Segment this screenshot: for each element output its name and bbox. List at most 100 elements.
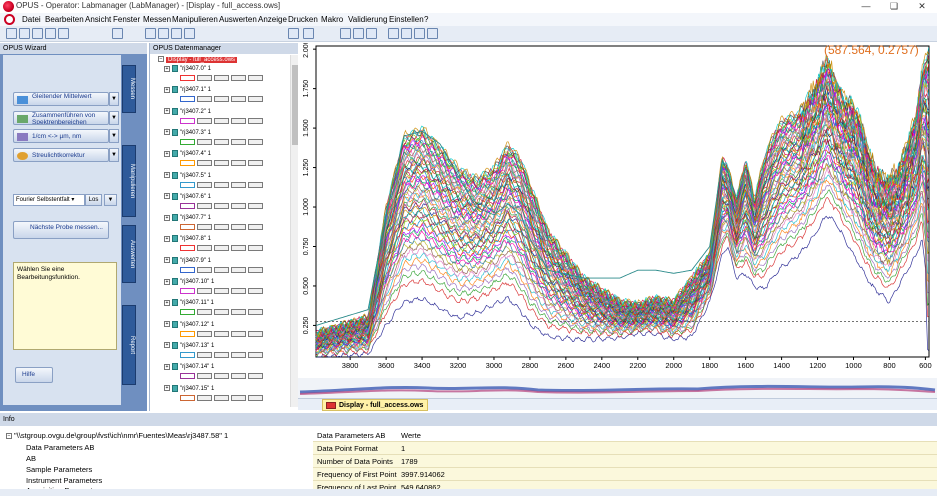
- data-block-icon[interactable]: [231, 351, 246, 358]
- menu-manipulieren[interactable]: Manipulieren: [172, 15, 218, 24]
- close-button[interactable]: ✕: [918, 1, 926, 11]
- tab-manipulieren[interactable]: Manipulieren: [122, 145, 136, 217]
- expand-icon[interactable]: +: [164, 86, 170, 93]
- tree-root[interactable]: − Display - full_access.ows: [158, 56, 238, 63]
- data-block-icon[interactable]: [214, 224, 229, 231]
- data-block-icon[interactable]: [197, 117, 212, 124]
- open-icon[interactable]: [19, 28, 30, 39]
- data-block-icon[interactable]: [248, 330, 263, 337]
- expand-icon[interactable]: +: [164, 150, 170, 157]
- info-tree-data-parameters-ab[interactable]: Data Parameters AB: [26, 443, 95, 452]
- data-block-icon[interactable]: [214, 245, 229, 252]
- tree-item[interactable]: + "rj3407.7" 1: [164, 214, 211, 221]
- data-block-icon[interactable]: [231, 224, 246, 231]
- expand-icon[interactable]: +: [164, 193, 170, 200]
- data-block-icon[interactable]: [214, 394, 229, 401]
- data-block-icon[interactable]: [248, 202, 263, 209]
- overlay-icon[interactable]: [414, 28, 425, 39]
- measure-icon[interactable]: [112, 28, 123, 39]
- data-block-icon[interactable]: [197, 266, 212, 273]
- data-block-icon[interactable]: [248, 224, 263, 231]
- help-button[interactable]: Hilfe: [15, 367, 53, 383]
- tile-icon[interactable]: [388, 28, 399, 39]
- data-block-icon[interactable]: [214, 75, 229, 81]
- data-block-icon[interactable]: [231, 288, 246, 294]
- tree-item[interactable]: + "rj3407.5" 1: [164, 171, 211, 179]
- data-block-icon[interactable]: [248, 288, 263, 294]
- menu-datei[interactable]: Datei: [22, 15, 41, 24]
- property-row[interactable]: Frequency of First Point 3997.914062: [313, 468, 937, 481]
- property-row[interactable]: Data Point Format 1: [313, 442, 937, 455]
- expand-icon[interactable]: +: [164, 172, 170, 178]
- print-icon[interactable]: [45, 28, 56, 39]
- data-block-icon[interactable]: [248, 181, 263, 188]
- expand-icon[interactable]: +: [164, 385, 170, 391]
- data-block-icon[interactable]: [231, 394, 246, 401]
- data-block-icon[interactable]: [231, 266, 246, 273]
- expand-icon[interactable]: +: [164, 129, 170, 136]
- expand-icon[interactable]: +: [164, 342, 170, 349]
- data-block-icon[interactable]: [248, 96, 263, 103]
- data-manager-scrollbar[interactable]: [290, 55, 298, 407]
- menu-makro[interactable]: Makro: [321, 15, 344, 24]
- data-block-icon[interactable]: [248, 351, 263, 358]
- data-block-icon[interactable]: [248, 117, 263, 124]
- tree-item[interactable]: + "rj3407.1" 1: [164, 86, 211, 93]
- data-block-icon[interactable]: [248, 138, 263, 145]
- next-sample-button[interactable]: Nächste Probe messen...: [13, 221, 109, 239]
- data-block-icon[interactable]: [214, 181, 229, 188]
- tab-messen[interactable]: Messen: [122, 65, 136, 113]
- expand-icon[interactable]: +: [164, 321, 170, 328]
- moving-average-dropdown[interactable]: ▼: [109, 92, 119, 106]
- data-block-icon[interactable]: [197, 288, 212, 294]
- data-block-icon[interactable]: [214, 160, 229, 167]
- menu-auswerten[interactable]: Auswerten: [219, 15, 257, 24]
- data-block-icon[interactable]: [180, 138, 195, 145]
- data-block-icon[interactable]: [231, 117, 246, 124]
- data-block-icon[interactable]: [214, 330, 229, 337]
- document-tab[interactable]: Display - full_access.ows: [322, 399, 429, 411]
- tree-item[interactable]: + "rj3407.9" 1: [164, 256, 211, 264]
- merge-ranges-button[interactable]: Zusammenführen von Spektrenbereichen: [13, 111, 109, 125]
- expand-icon[interactable]: +: [164, 235, 170, 242]
- data-block-icon[interactable]: [180, 373, 195, 380]
- menu-drucken[interactable]: Drucken: [288, 15, 318, 24]
- scatter-correction-dropdown[interactable]: ▼: [109, 148, 119, 162]
- expand-icon[interactable]: +: [164, 257, 170, 264]
- info-tree-ab[interactable]: AB: [26, 454, 37, 463]
- data-block-icon[interactable]: [248, 309, 263, 316]
- function-select[interactable]: Fourier Selbstentfalt ▾: [13, 194, 85, 206]
- data-block-icon[interactable]: [231, 181, 246, 188]
- tab-auswerten[interactable]: Auswerten: [122, 225, 136, 283]
- tree-item[interactable]: + "rj3407.6" 1: [164, 192, 211, 200]
- data-block-icon[interactable]: [180, 75, 195, 81]
- data-block-icon[interactable]: [180, 309, 195, 316]
- data-block-icon[interactable]: [248, 75, 263, 81]
- spectrum-window-icon[interactable]: [303, 28, 314, 39]
- menu-fenster[interactable]: Fenster: [113, 15, 141, 24]
- menu-messen[interactable]: Messen: [143, 15, 172, 24]
- data-block-icon[interactable]: [197, 181, 212, 188]
- data-block-icon[interactable]: [180, 351, 195, 358]
- data-block-icon[interactable]: [214, 288, 229, 294]
- data-block-icon[interactable]: [231, 96, 246, 103]
- expand-icon[interactable]: +: [164, 363, 170, 370]
- data-block-icon[interactable]: [197, 160, 212, 167]
- tree-item[interactable]: + "rj3407.13" 1: [164, 341, 214, 349]
- expand-icon[interactable]: +: [164, 108, 170, 115]
- save-icon[interactable]: [32, 28, 43, 39]
- data-block-icon[interactable]: [214, 309, 229, 316]
- data-block-icon[interactable]: [180, 288, 195, 294]
- data-block-icon[interactable]: [214, 373, 229, 380]
- minimize-button[interactable]: —: [861, 1, 871, 11]
- data-block-icon[interactable]: [180, 224, 195, 231]
- menu-einstellen[interactable]: Einstellen: [389, 15, 424, 24]
- data-block-icon[interactable]: [180, 181, 195, 188]
- moving-average-button[interactable]: Gleitender Mittelwert: [13, 92, 109, 106]
- new-icon[interactable]: [6, 28, 17, 39]
- data-block-icon[interactable]: [231, 75, 246, 81]
- spectrum-plot[interactable]: 0.250 0.500 0.750 1.000 1.250 1.500 1.750 2.000…: [298, 43, 937, 399]
- overview-strip[interactable]: [298, 378, 937, 398]
- tree-item[interactable]: + "rj3407.12" 1: [164, 320, 214, 328]
- data-block-icon[interactable]: [197, 245, 212, 252]
